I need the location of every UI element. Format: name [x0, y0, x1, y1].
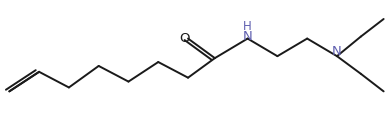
- Text: N: N: [332, 45, 342, 58]
- Text: O: O: [180, 32, 190, 45]
- Text: H: H: [243, 20, 252, 33]
- Text: N: N: [243, 30, 253, 43]
